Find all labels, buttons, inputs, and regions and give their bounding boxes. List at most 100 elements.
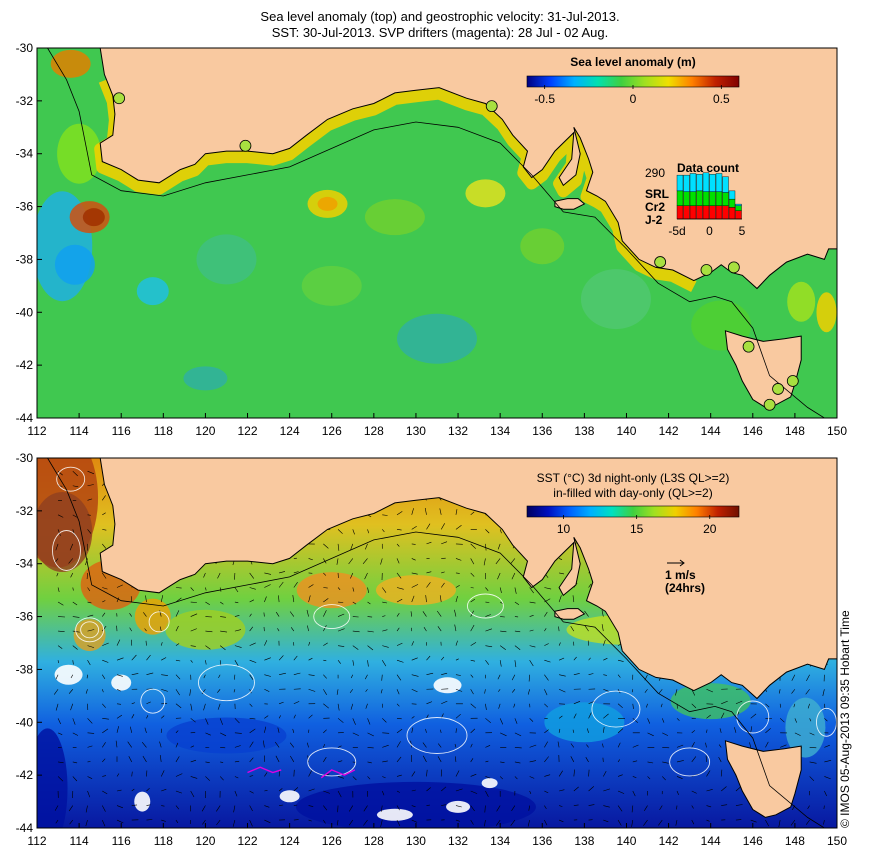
velocity-vector: [102, 642, 109, 646]
velocity-vector: [558, 688, 566, 693]
lon-tick-label: 146: [743, 424, 763, 438]
data-count-bar: [728, 198, 736, 208]
sst-feature-blob: [37, 492, 93, 572]
velocity-vector: [85, 689, 88, 694]
velocity-vector: [144, 628, 147, 632]
velocity-vector: [336, 689, 339, 695]
velocity-vector: [675, 820, 678, 826]
velocity-vector: [454, 743, 457, 748]
drifter-track: [320, 769, 356, 779]
velocity-vector: [470, 819, 474, 825]
velocity-vector: [68, 558, 74, 564]
lat-tick-label: -30: [16, 451, 34, 465]
velocity-vector: [161, 688, 168, 692]
velocity-vector: [116, 584, 123, 588]
velocity-vector: [809, 761, 817, 764]
velocity-vector: [617, 659, 624, 662]
velocity-vector: [367, 601, 371, 605]
velocity-vector: [292, 595, 295, 603]
velocity-vector: [514, 630, 521, 633]
velocity-vector: [691, 730, 696, 734]
velocity-vector: [527, 689, 530, 695]
data-count-bar: [702, 172, 710, 192]
lon-tick-label: 122: [238, 834, 258, 848]
velocity-vector: [426, 523, 431, 530]
velocity-vector: [189, 689, 191, 696]
velocity-vector: [306, 609, 309, 617]
velocity-vector: [719, 728, 722, 733]
sla-anomaly-blob: [520, 228, 565, 265]
velocity-vector: [691, 756, 697, 763]
velocity-vector: [791, 674, 796, 681]
velocity-vector: [278, 595, 280, 603]
velocity-vector: [249, 819, 253, 827]
velocity-vector: [470, 558, 475, 565]
lon-tick-label: 136: [532, 834, 552, 848]
velocity-vector: [70, 572, 74, 578]
sla-anomaly-blob: [816, 292, 837, 333]
velocity-vector: [352, 587, 355, 592]
velocity-vector: [72, 630, 80, 633]
velocity-vector: [205, 660, 207, 665]
velocity-vector: [511, 572, 516, 580]
velocity-vector: [676, 744, 684, 748]
velocity-vector: [160, 595, 164, 603]
velocity-vector: [396, 741, 401, 748]
velocity-vector: [437, 743, 442, 748]
velocity-vector: [485, 543, 487, 551]
colorbar-tick-label: 10: [557, 522, 571, 536]
cloud-gap: [111, 674, 132, 691]
velocity-vector: [485, 745, 491, 748]
sla-anomaly-blob: [196, 234, 257, 285]
velocity-vector: [559, 674, 566, 677]
velocity-vector: [249, 599, 255, 603]
velocity-vector: [146, 804, 151, 806]
velocity-vector: [485, 529, 490, 534]
data-count-bar: [709, 191, 716, 206]
velocity-vector: [396, 598, 403, 603]
sst-feature-blob: [166, 717, 287, 754]
velocity-vector: [485, 659, 490, 665]
colorbar-tick-label: 20: [703, 522, 717, 536]
velocity-vector: [161, 674, 168, 676]
velocity-vector: [601, 624, 604, 632]
velocity-vector: [603, 770, 607, 777]
lon-tick-label: 116: [112, 834, 131, 848]
velocity-vector: [559, 572, 565, 575]
velocity-vector: [337, 760, 343, 763]
velocity-vector: [57, 660, 59, 664]
velocity-vector: [175, 625, 179, 632]
velocity-vector: [205, 630, 213, 633]
velocity-vector: [190, 659, 193, 663]
velocity-vector: [485, 614, 491, 617]
velocity-vector: [514, 761, 521, 764]
velocity-vector: [87, 498, 93, 501]
velocity-vector: [308, 558, 313, 561]
velocity-vector: [411, 572, 418, 575]
velocity-vector: [116, 789, 122, 792]
velocity-vector: [350, 543, 354, 551]
data-count-tick: -5d: [668, 224, 685, 238]
velocity-vector: [647, 776, 651, 780]
velocity-vector: [426, 672, 434, 676]
velocity-vector: [411, 716, 415, 719]
velocity-vector: [234, 732, 242, 734]
sla-blobs: [37, 49, 837, 391]
velocity-vector: [55, 674, 59, 680]
velocity-vector: [352, 601, 357, 605]
velocity-vector: [290, 627, 295, 632]
cloud-gap: [279, 790, 300, 803]
velocity-vector: [470, 674, 474, 678]
velocity-vector: [116, 674, 123, 677]
velocity-vector: [750, 726, 753, 733]
velocity-vector: [573, 786, 579, 792]
sla-anomaly-blob: [317, 196, 338, 211]
velocity-vector: [323, 543, 329, 549]
velocity-vector: [396, 805, 400, 811]
velocity-vector: [514, 732, 522, 737]
velocity-vector: [364, 572, 368, 580]
velocity-vector: [190, 759, 197, 763]
sst-legend-line-1: SST (°C) 3d night-only (L3S QL>=2): [537, 471, 730, 485]
lon-tick-label: 134: [490, 424, 510, 438]
